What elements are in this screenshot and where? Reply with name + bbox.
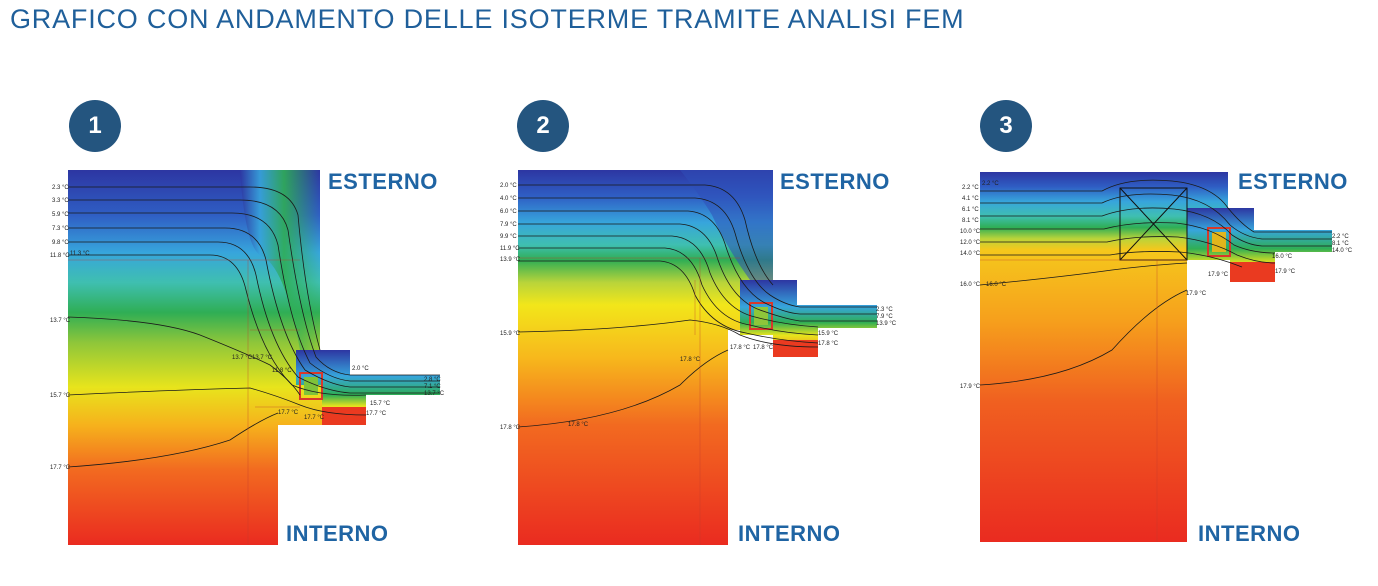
temp-label: 13.7 °C: [232, 355, 253, 361]
temp-label: 13.7 °C: [50, 318, 71, 324]
temp-label: 2.3 °C: [52, 185, 69, 191]
temp-label: 17.8 °C: [680, 357, 701, 363]
outside-label: ESTERNO: [780, 169, 890, 194]
temp-label: 7.9 °C: [500, 222, 517, 228]
temp-label: 13.9 °C: [500, 257, 521, 263]
temp-label: 11.8 °C: [272, 368, 292, 374]
temp-label: 4.1 °C: [962, 196, 979, 202]
temp-label: 3.3 °C: [52, 198, 69, 204]
inside-label: INTERNO: [1198, 521, 1301, 546]
temp-label: 11.8 °C: [50, 253, 70, 259]
isotherm-map-2: 2.0 °C 4.0 °C 6.0 °C 7.9 °C 9.9 °C 11.9 …: [500, 170, 897, 545]
temp-label: 7.1 °C: [424, 384, 441, 390]
temp-label: 14.0 °C: [1332, 248, 1353, 254]
temp-label: 17.7 °C: [366, 411, 387, 417]
temp-label: 15.9 °C: [500, 331, 521, 337]
temp-label: 2.3 °C: [876, 307, 893, 313]
fem-panel-3: 3 ESTERNO INTERNO: [912, 95, 1362, 565]
fem-panel-1: 1 ESTERNO INTERNO: [0, 95, 450, 565]
panel-number-badge: 2: [517, 100, 569, 152]
temp-label: 17.9 °C: [1275, 269, 1296, 275]
panel-number-badge: 3: [980, 100, 1032, 152]
outside-label: ESTERNO: [328, 169, 438, 194]
temp-label: 16.0 °C: [986, 282, 1007, 288]
temp-label: 15.9 °C: [818, 331, 839, 337]
temp-label: 17.9 °C: [1186, 291, 1207, 297]
temp-label: 2.0 °C: [500, 183, 517, 189]
temp-label: 13.7 °C: [424, 391, 445, 397]
temp-label: 15.7 °C: [50, 393, 71, 399]
temp-label: 4.0 °C: [500, 196, 517, 202]
inside-label: INTERNO: [738, 521, 841, 546]
temp-label: 16.0 °C: [960, 282, 981, 288]
panel-number-badge: 1: [69, 100, 121, 152]
temp-label: 11.3 °C: [70, 251, 90, 257]
temp-label: 7.3 °C: [52, 226, 69, 232]
temp-label: 8.1 °C: [1332, 241, 1349, 247]
temp-label: 13.7 °C: [252, 355, 273, 361]
temp-label: 17.9 °C: [960, 384, 981, 390]
temp-label: 17.8 °C: [568, 422, 589, 428]
fem-panel-2: 2 ESTERNO INTERNO: [450, 95, 900, 565]
temp-label: 13.9 °C: [876, 321, 897, 327]
temp-label: 9.9 °C: [500, 234, 517, 240]
outside-label: ESTERNO: [1238, 169, 1348, 194]
temp-label: 17.8 °C: [500, 425, 521, 431]
temp-label: 11.9 °C: [500, 246, 520, 252]
temp-label: 17.8 °C: [753, 345, 774, 351]
temp-label: 8.1 °C: [962, 218, 979, 224]
temp-label: 15.7 °C: [370, 401, 391, 407]
temp-label: 17.7 °C: [304, 415, 325, 421]
temp-label: 6.0 °C: [500, 209, 517, 215]
temp-label: 17.8 °C: [730, 345, 751, 351]
temp-label: 7.9 °C: [876, 314, 893, 320]
page-title: GRAFICO CON ANDAMENTO DELLE ISOTERME TRA…: [10, 4, 965, 34]
temp-label: 17.7 °C: [278, 410, 299, 416]
temp-label: 2.2 °C: [962, 185, 979, 191]
temp-label: 16.0 °C: [1272, 254, 1293, 260]
temp-label: 14.0 °C: [960, 251, 981, 257]
temp-label: 17.8 °C: [818, 341, 839, 347]
temp-label: 2.2 °C: [982, 181, 999, 187]
temp-label: 17.9 °C: [1208, 272, 1229, 278]
isotherm-map-3: 2.2 °C 4.1 °C 6.1 °C 8.1 °C 10.0 °C 12.0…: [960, 172, 1353, 542]
temp-label: 2.0 °C: [352, 366, 369, 372]
temp-label: 12.0 °C: [960, 240, 981, 246]
temp-label: 17.7 °C: [50, 465, 71, 471]
temp-label: 5.9 °C: [52, 212, 69, 218]
inside-label: INTERNO: [286, 521, 389, 546]
temp-label: 2.8 °C: [424, 377, 441, 383]
temp-label: 6.1 °C: [962, 207, 979, 213]
temp-label: 10.0 °C: [960, 229, 981, 235]
isotherm-map-1: 2.3 °C 3.3 °C 5.9 °C 7.3 °C 9.8 °C 11.8 …: [50, 170, 445, 545]
temp-label: 9.8 °C: [52, 240, 69, 246]
temp-label: 2.2 °C: [1332, 234, 1349, 240]
